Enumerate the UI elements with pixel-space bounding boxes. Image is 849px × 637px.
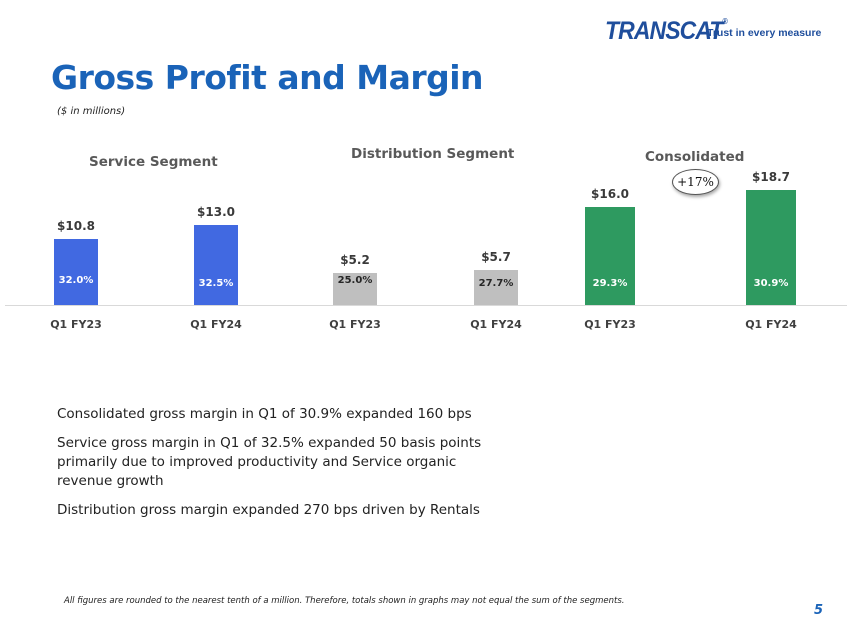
bar-consolidated-q1-fy23 [585,206,635,305]
distribution-segment-label: Distribution Segment [351,146,515,162]
bar-service-q1-fy23 [54,238,98,305]
page-title: Gross Profit and Margin [51,58,484,97]
footnote: All figures are rounded to the nearest t… [64,596,625,606]
consolidated-segment-label: Consolidated [645,149,745,165]
category-label-distribution-q1-fy24: Q1 FY24 [470,318,522,331]
margin-label-distribution-q1-fy23: 25.0% [337,275,373,286]
units-subtitle: ($ in millions) [57,106,126,117]
logo-registered-mark: ® [722,17,727,26]
chart-baseline [5,305,847,306]
bullet-consolidated-margin: Consolidated gross margin in Q1 of 30.9%… [57,406,472,422]
margin-label-consolidated-q1-fy24: 30.9% [753,278,789,289]
bar-consolidated-q1-fy24 [746,189,796,305]
logo-word: TRANSCAT [605,17,723,45]
value-label-consolidated-q1-fy24: $18.7 [752,169,790,184]
page-number: 5 [814,603,824,618]
category-label-consolidated-q1-fy23: Q1 FY23 [584,318,636,331]
margin-label-distribution-q1-fy24: 27.7% [478,278,514,289]
category-label-service-q1-fy23: Q1 FY23 [50,318,102,331]
value-label-distribution-q1-fy23: $5.2 [340,253,370,268]
bullet-distribution-margin: Distribution gross margin expanded 270 b… [57,502,480,518]
margin-label-consolidated-q1-fy23: 29.3% [592,278,628,289]
transcat-logo: TRANSCAT® [605,17,728,46]
bar-service-q1-fy24 [194,225,238,305]
bullet-service-margin: Service gross margin in Q1 of 32.5% expa… [57,435,482,489]
commentary-list: Consolidated gross margin in Q1 of 30.9%… [57,405,497,530]
bar-distribution-q1-fy24 [474,269,518,305]
growth-badge: +17% [672,169,719,195]
value-label-distribution-q1-fy24: $5.7 [481,249,511,264]
category-label-distribution-q1-fy23: Q1 FY23 [329,318,381,331]
value-label-consolidated-q1-fy23: $16.0 [591,186,629,201]
value-label-service-q1-fy24: $13.0 [197,205,235,220]
bar-distribution-q1-fy23 [333,273,377,305]
margin-label-service-q1-fy24: 32.5% [198,278,234,289]
category-label-consolidated-q1-fy24: Q1 FY24 [745,318,797,331]
category-label-service-q1-fy24: Q1 FY24 [190,318,242,331]
margin-label-service-q1-fy23: 32.0% [58,275,94,286]
value-label-service-q1-fy23: $10.8 [57,218,95,233]
logo-tagline: Trust in every measure [707,27,822,39]
service-segment-label: Service Segment [89,154,218,170]
